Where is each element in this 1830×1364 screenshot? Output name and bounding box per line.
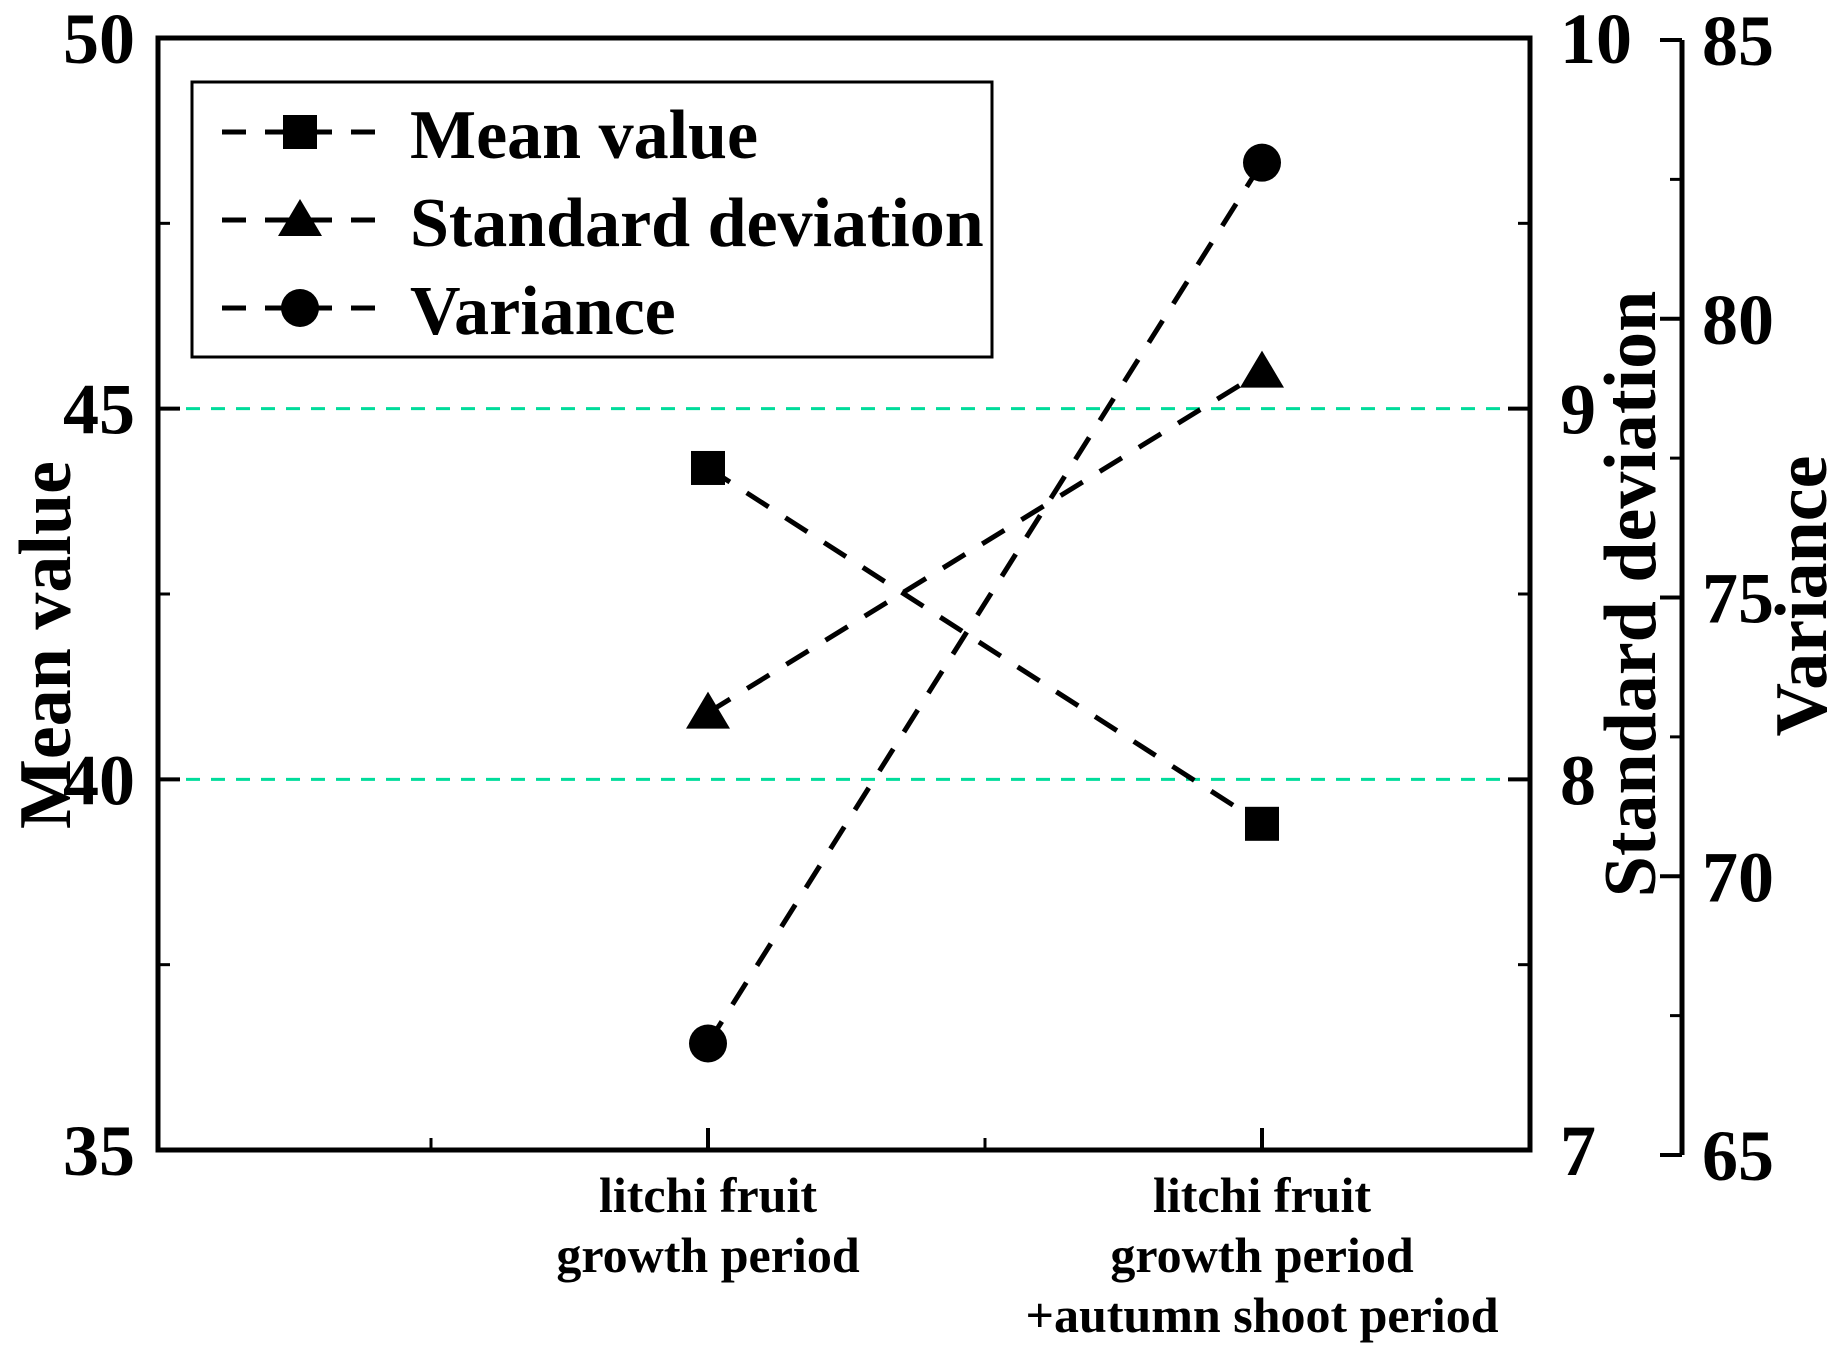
legend: Mean value Standard deviation Variance	[190, 80, 994, 359]
triangle-marker	[1240, 350, 1284, 388]
mean-tick-label: 50	[63, 0, 135, 79]
square-marker	[691, 450, 725, 485]
legend-label-variance: Variance	[410, 273, 676, 350]
sd-tick-label: 7	[1560, 1111, 1596, 1191]
variance-tick-label: 65	[1702, 1116, 1774, 1196]
x-category-labels: litchi fruit growth period litchi fruit gro…	[556, 1167, 1498, 1343]
variance-tick-label: 85	[1702, 1, 1774, 81]
x-category-label: litchi fruit growth period +autumn shoot p…	[1025, 1167, 1498, 1343]
x-category-label: litchi fruit growth period	[556, 1167, 859, 1283]
circle-marker	[689, 1024, 727, 1063]
legend-label-mean: Mean value	[410, 97, 758, 174]
square-marker	[1245, 806, 1279, 841]
mean-axis-title: Mean value	[5, 461, 87, 829]
legend-label-sd: Standard deviation	[410, 185, 984, 262]
sd-series-line	[706, 369, 1264, 715]
triangle-marker-icon	[278, 199, 322, 236]
variance-tick-label: 80	[1702, 280, 1774, 360]
variance-tick-label: 75	[1702, 559, 1774, 639]
square-marker-icon	[283, 115, 317, 149]
legend-item-mean: Mean value	[222, 97, 758, 174]
mean-tick-label: 35	[63, 1111, 135, 1191]
legend-item-variance: Variance	[222, 273, 676, 350]
data-series	[686, 143, 1284, 1063]
triangle-marker	[686, 691, 730, 729]
legend-item-sd: Standard deviation	[222, 185, 984, 262]
sd-tick-label: 10	[1560, 0, 1632, 79]
circle-marker	[1243, 143, 1281, 182]
sd-axis-title: Standard deviation	[1590, 291, 1672, 898]
mean-tick-label: 45	[63, 370, 135, 450]
gridlines	[161, 407, 1527, 781]
sd-tick-label: 8	[1560, 740, 1596, 820]
sd-tick-label: 9	[1560, 370, 1596, 450]
variance-tick-label: 70	[1702, 837, 1774, 917]
axis-ticks	[158, 36, 1682, 1157]
variance-series-line	[705, 161, 1265, 1045]
mean-tick-label: 40	[63, 740, 135, 820]
circle-marker-icon	[281, 289, 319, 327]
mean-series-line	[706, 465, 1264, 826]
variance-axis-title: Variance	[1761, 456, 1830, 737]
